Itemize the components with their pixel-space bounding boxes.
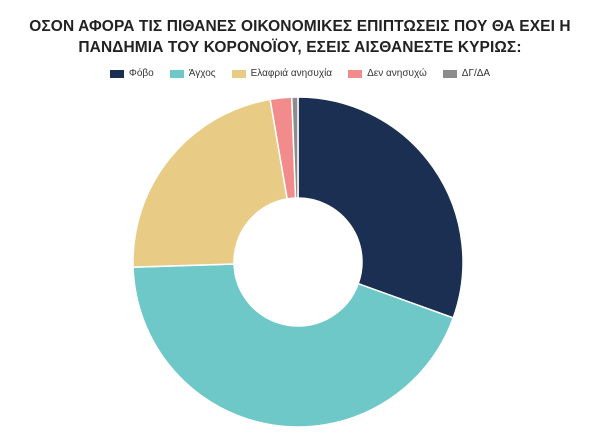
legend-item-agxos[interactable]: Άγχος (169, 68, 216, 79)
legend-swatch-agxos (169, 69, 184, 78)
chart-title: ΟΣΟΝ ΑΦΟΡΑ ΤΙΣ ΠΙΘΑΝΕΣ ΟΙΚΟΝΟΜΙΚΕΣ ΕΠΙΠΤ… (0, 16, 600, 58)
legend-label-fovo: Φόβο (128, 68, 154, 79)
legend-label-elafria-anisyxia: Ελαφριά ανησυχία (250, 68, 333, 79)
legend-item-elafria-anisyxia[interactable]: Ελαφριά ανησυχία (231, 68, 333, 79)
legend-swatch-den-anisyxo (348, 69, 363, 78)
legend-item-dg-da[interactable]: ΔΓ/ΔΑ (442, 68, 491, 79)
legend-item-den-anisyxo[interactable]: Δεν ανησυχώ (348, 68, 427, 79)
chart-title-line-1: ΟΣΟΝ ΑΦΟΡΑ ΤΙΣ ΠΙΘΑΝΕΣ ΟΙΚΟΝΟΜΙΚΕΣ ΕΠΙΠΤ… (29, 18, 571, 35)
legend-label-dg-da: ΔΓ/ΔΑ (461, 68, 491, 79)
slice-fovo[interactable] (297, 96, 464, 319)
legend-label-den-anisyxo: Δεν ανησυχώ (367, 68, 427, 79)
slice-agxos[interactable] (132, 263, 455, 428)
chart-title-line-2: ΠΑΝΔΗΜΙΑ ΤΟΥ ΚΟΡΟΝΟΪΟΥ, ΕΣΕΙΣ ΑΙΣΘΑΝΕΣΤΕ… (78, 39, 522, 56)
legend-swatch-elafria-anisyxia (231, 69, 246, 78)
legend-item-fovo[interactable]: Φόβο (109, 68, 154, 79)
legend-label-agxos: Άγχος (188, 68, 216, 79)
chart-legend: Φόβο Άγχος Ελαφριά ανησυχία Δεν ανησυχώ … (0, 68, 600, 79)
legend-swatch-dg-da (442, 69, 457, 78)
slice-dg-da[interactable] (291, 96, 299, 199)
legend-swatch-fovo (109, 69, 124, 78)
slice-elafria-anisyxia[interactable] (132, 98, 289, 268)
